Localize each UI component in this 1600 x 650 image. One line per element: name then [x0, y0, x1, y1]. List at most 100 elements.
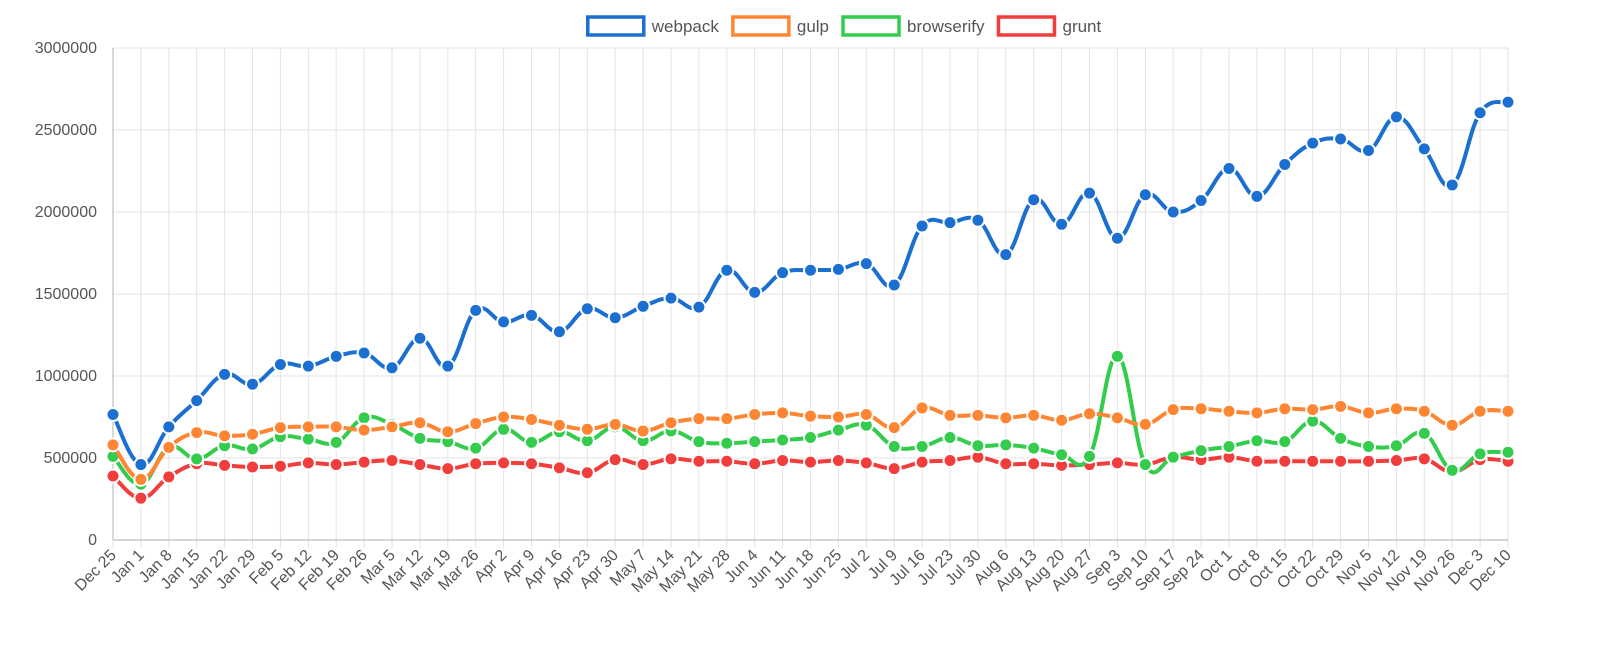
data-point-gulp[interactable]	[914, 400, 930, 416]
data-point-webpack[interactable]	[1305, 135, 1321, 151]
data-point-gulp[interactable]	[189, 425, 205, 441]
data-point-grunt[interactable]	[579, 465, 595, 481]
data-point-gulp[interactable]	[998, 410, 1014, 426]
data-point-gulp[interactable]	[356, 422, 372, 438]
data-point-browserify[interactable]	[775, 432, 791, 448]
data-point-grunt[interactable]	[803, 454, 818, 470]
data-point-webpack[interactable]	[1193, 193, 1209, 209]
data-point-webpack[interactable]	[1388, 109, 1404, 125]
data-point-gulp[interactable]	[691, 411, 707, 427]
data-point-browserify[interactable]	[1500, 444, 1516, 460]
data-point-gulp[interactable]	[524, 411, 539, 427]
legend-item-gulp[interactable]: gulp	[731, 15, 829, 37]
data-point-webpack[interactable]	[1333, 131, 1349, 147]
data-point-browserify[interactable]	[468, 440, 484, 456]
data-point-webpack[interactable]	[858, 256, 874, 272]
data-point-browserify[interactable]	[1082, 448, 1097, 464]
data-point-gulp[interactable]	[384, 419, 400, 435]
data-point-grunt[interactable]	[1333, 453, 1349, 469]
data-point-webpack[interactable]	[719, 262, 735, 278]
data-point-browserify[interactable]	[886, 439, 902, 455]
data-point-grunt[interactable]	[524, 456, 539, 472]
data-point-grunt[interactable]	[300, 455, 316, 471]
data-point-gulp[interactable]	[440, 424, 456, 440]
data-point-gulp[interactable]	[412, 415, 428, 431]
data-point-webpack[interactable]	[1054, 216, 1070, 232]
data-point-browserify[interactable]	[496, 421, 512, 437]
data-point-grunt[interactable]	[691, 453, 707, 469]
data-point-gulp[interactable]	[858, 407, 874, 423]
data-point-grunt[interactable]	[272, 458, 288, 474]
data-point-gulp[interactable]	[1109, 410, 1125, 426]
data-point-webpack[interactable]	[775, 265, 791, 281]
data-point-browserify[interactable]	[1165, 449, 1181, 465]
data-point-grunt[interactable]	[328, 457, 344, 473]
data-point-grunt[interactable]	[747, 456, 763, 472]
data-point-browserify[interactable]	[914, 439, 930, 455]
data-point-grunt[interactable]	[719, 453, 735, 469]
data-point-webpack[interactable]	[886, 277, 902, 293]
data-point-webpack[interactable]	[356, 345, 372, 361]
data-point-browserify[interactable]	[1444, 462, 1460, 478]
data-point-grunt[interactable]	[886, 461, 902, 477]
data-point-grunt[interactable]	[635, 457, 651, 473]
data-point-grunt[interactable]	[1388, 452, 1404, 468]
data-point-grunt[interactable]	[998, 456, 1014, 472]
data-point-gulp[interactable]	[803, 408, 818, 424]
data-point-webpack[interactable]	[998, 247, 1014, 263]
data-point-webpack[interactable]	[468, 302, 484, 318]
data-point-browserify[interactable]	[747, 434, 763, 450]
data-point-webpack[interactable]	[691, 299, 707, 315]
data-point-webpack[interactable]	[1137, 187, 1153, 203]
data-point-webpack[interactable]	[635, 298, 651, 314]
data-point-browserify[interactable]	[300, 431, 316, 447]
data-point-grunt[interactable]	[914, 454, 930, 470]
data-point-grunt[interactable]	[1109, 455, 1125, 471]
data-point-grunt[interactable]	[468, 456, 484, 472]
data-point-grunt[interactable]	[1305, 453, 1321, 469]
data-point-gulp[interactable]	[1165, 402, 1181, 418]
data-point-webpack[interactable]	[1221, 161, 1237, 177]
data-point-gulp[interactable]	[1416, 403, 1432, 419]
data-point-grunt[interactable]	[245, 459, 260, 475]
data-point-browserify[interactable]	[803, 430, 818, 445]
data-point-browserify[interactable]	[942, 430, 958, 445]
data-point-gulp[interactable]	[719, 411, 735, 427]
data-point-gulp[interactable]	[1137, 416, 1153, 432]
data-point-grunt[interactable]	[551, 460, 567, 476]
data-point-gulp[interactable]	[161, 439, 177, 455]
data-point-browserify[interactable]	[189, 451, 205, 467]
data-point-grunt[interactable]	[858, 455, 874, 471]
data-point-browserify[interactable]	[691, 434, 707, 450]
data-point-grunt[interactable]	[1416, 451, 1432, 467]
data-point-browserify[interactable]	[1388, 438, 1404, 454]
data-point-webpack[interactable]	[579, 301, 595, 317]
data-point-webpack[interactable]	[272, 357, 288, 373]
data-point-grunt[interactable]	[830, 452, 846, 468]
data-point-browserify[interactable]	[1472, 446, 1488, 462]
data-point-webpack[interactable]	[551, 324, 567, 340]
data-point-gulp[interactable]	[1388, 401, 1404, 417]
data-point-gulp[interactable]	[496, 409, 512, 425]
data-point-browserify[interactable]	[328, 434, 344, 450]
data-point-grunt[interactable]	[161, 469, 177, 485]
data-point-gulp[interactable]	[635, 423, 651, 439]
data-point-webpack[interactable]	[1500, 94, 1516, 110]
data-point-grunt[interactable]	[133, 490, 149, 506]
data-point-gulp[interactable]	[1249, 405, 1265, 421]
data-point-gulp[interactable]	[468, 416, 484, 432]
data-point-browserify[interactable]	[830, 422, 846, 438]
data-point-grunt[interactable]	[775, 452, 791, 468]
data-point-webpack[interactable]	[1444, 177, 1460, 193]
data-point-webpack[interactable]	[412, 330, 428, 346]
data-point-webpack[interactable]	[440, 358, 456, 374]
data-point-gulp[interactable]	[328, 419, 344, 435]
data-point-browserify[interactable]	[1137, 457, 1153, 473]
data-point-grunt[interactable]	[1277, 453, 1293, 469]
data-point-grunt[interactable]	[1249, 453, 1265, 469]
data-point-grunt[interactable]	[412, 457, 428, 473]
data-point-webpack[interactable]	[133, 457, 149, 473]
data-point-webpack[interactable]	[1361, 143, 1376, 158]
data-point-gulp[interactable]	[133, 471, 149, 487]
data-point-webpack[interactable]	[970, 212, 986, 228]
